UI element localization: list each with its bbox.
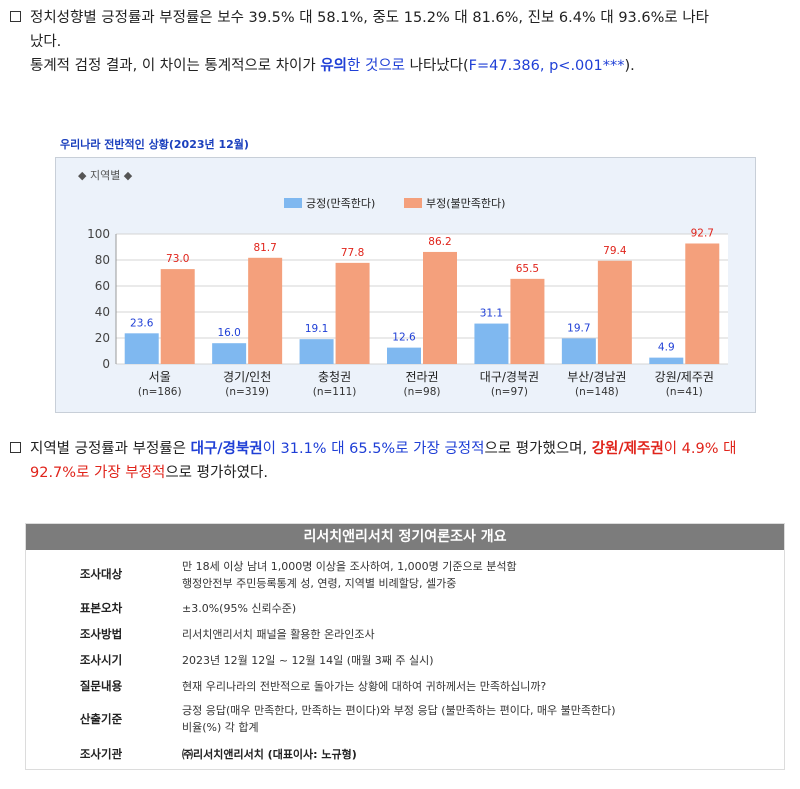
row-key: 조사시기	[79, 653, 123, 667]
data-label: 16.0	[217, 327, 240, 339]
intro-line-3: 통계적 검정 결과, 이 차이는 통계적으로 차이가 유의한 것으로 나타났다(…	[30, 58, 635, 74]
intro-line-1: 정치성향별 긍정률과 부정률은 보수 39.5% 대 58.1%, 중도 15.…	[30, 10, 710, 26]
y-tick-label: 40	[95, 305, 110, 319]
x-tick-n-label: (n=97)	[491, 386, 528, 398]
x-tick-label: 서울	[149, 370, 171, 384]
data-label: 65.5	[516, 263, 539, 275]
bar	[561, 338, 596, 364]
row-value: ㈜리서치앤리서치 (대표이사: 노규형)	[182, 748, 357, 761]
row-value: ±3.0%(95% 신뢰수준)	[182, 602, 297, 615]
data-label: 23.6	[130, 317, 154, 329]
legend-label: 긍정(만족한다)	[306, 197, 375, 210]
data-label: 12.6	[392, 332, 416, 344]
bar	[387, 347, 421, 364]
bar	[685, 243, 720, 364]
table-title: 리서치앤리서치 정기여론조사 개요	[26, 524, 784, 550]
chart-subtitle: ◆ 지역별 ◆	[78, 169, 133, 182]
data-label: 86.2	[428, 236, 451, 248]
x-tick-label: 강원/제주권	[655, 370, 714, 384]
intro-paragraph: 정치성향별 긍정률과 부정률은 보수 39.5% 대 58.1%, 중도 15.…	[10, 6, 785, 78]
x-tick-n-label: (n=41)	[666, 386, 703, 398]
data-label: 4.9	[658, 342, 675, 354]
row-key: 질문내용	[79, 679, 123, 693]
data-label: 92.7	[691, 227, 714, 239]
x-tick-n-label: (n=111)	[313, 386, 357, 398]
bar	[649, 357, 684, 364]
data-label: 79.4	[603, 245, 627, 257]
bar	[124, 333, 159, 364]
legend-swatch	[284, 198, 302, 208]
row-key: 조사방법	[79, 627, 123, 641]
bar	[160, 269, 195, 364]
row-key: 표본오차	[79, 601, 123, 615]
row-value: 2023년 12월 12일 ~ 12월 14일 (매월 3째 주 실시)	[182, 654, 434, 667]
y-tick-label: 100	[87, 227, 110, 241]
chart-panel: ◆ 지역별 ◆ 0 20 40 60 80 100 긍정(만족한다) 부정(불만족한다) 23.…	[55, 157, 756, 413]
legend-swatch	[404, 198, 422, 208]
row-key: 산출기준	[79, 712, 123, 726]
row-key: 조사기관	[79, 747, 123, 761]
data-label: 81.7	[253, 242, 276, 254]
bar	[335, 262, 370, 364]
x-tick-label: 전라권	[405, 370, 438, 384]
bar	[474, 323, 509, 364]
data-label: 31.1	[480, 308, 503, 320]
bar	[510, 278, 545, 364]
intro-line-2: 났다.	[30, 34, 62, 50]
x-tick-label: 대구/경북권	[480, 370, 539, 384]
data-label: 73.0	[166, 253, 189, 265]
x-tick-n-label: (n=148)	[575, 386, 619, 398]
row-value: 긍정 응답(매우 만족한다, 만족하는 편이다)와 부정 응답 (불만족하는 편…	[182, 704, 616, 734]
bar	[597, 260, 632, 364]
data-label: 19.1	[305, 323, 328, 335]
x-tick-n-label: (n=186)	[138, 386, 182, 398]
chart-title: 우리나라 전반적인 상황(2023년 12월)	[60, 138, 249, 151]
x-tick-label: 부산/경남권	[567, 370, 626, 384]
bar	[248, 257, 283, 364]
x-tick-n-label: (n=319)	[225, 386, 269, 398]
row-value: 만 18세 이상 남녀 1,000명 이상을 조사하여, 1,000명 기준으로…	[182, 560, 517, 590]
bullet-icon	[10, 442, 21, 453]
row-value: 리서치앤리서치 패널을 활용한 온라인조사	[182, 628, 375, 641]
x-tick-n-label: (n=98)	[403, 386, 440, 398]
x-tick-label: 충청권	[318, 370, 351, 384]
bar	[299, 339, 334, 364]
summary-paragraph: 지역별 긍정률과 부정률은 대구/경북권이 31.1% 대 65.5%로 가장 …	[10, 437, 785, 485]
bar-chart: 0 20 40 60 80 100 긍정(만족한다) 부정(불만족한다) 23.6 73.0 서울 (…	[87, 197, 728, 398]
survey-overview-table: 리서치앤리서치 정기여론조사 개요 조사대상 만 18세 이상 남녀 1,000…	[25, 523, 785, 770]
bar	[212, 343, 247, 364]
bullet-icon	[10, 11, 21, 22]
y-tick-label: 0	[102, 357, 110, 371]
legend-label: 부정(불만족한다)	[426, 197, 505, 210]
y-tick-label: 80	[95, 253, 110, 267]
y-tick-label: 60	[95, 279, 110, 293]
row-key: 조사대상	[79, 567, 123, 581]
x-tick-label: 경기/인천	[223, 369, 271, 384]
bar	[423, 251, 457, 364]
table-row: 조사대상 만 18세 이상 남녀 1,000명 이상을 조사하여, 1,000명…	[26, 556, 784, 594]
plot-area	[116, 234, 728, 364]
y-tick-label: 20	[95, 331, 110, 345]
row-value: 현재 우리나라의 전반적으로 돌아가는 상황에 대하여 귀하께서는 만족하십니까…	[182, 680, 547, 693]
data-label: 19.7	[567, 322, 590, 334]
data-label: 77.8	[341, 247, 364, 259]
